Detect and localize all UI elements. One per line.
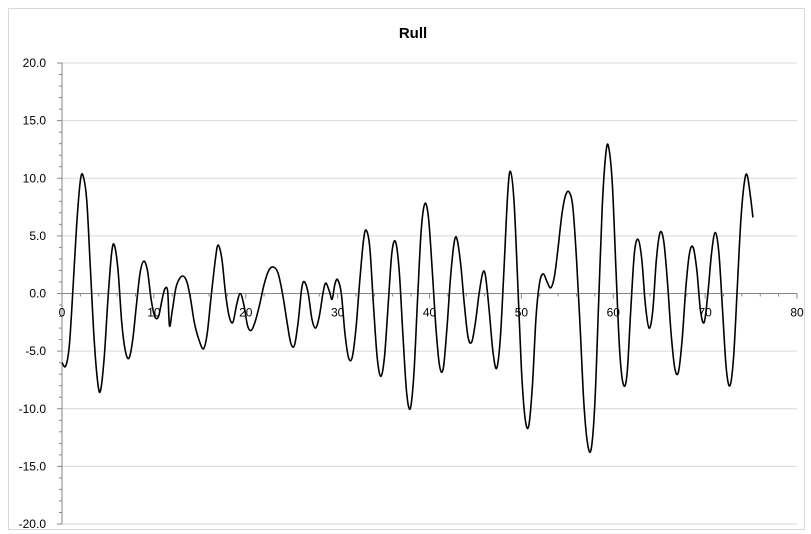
y-tick-label: -10.0 — [19, 402, 47, 416]
chart-title: Rull — [399, 25, 427, 42]
y-tick-label: 5.0 — [29, 229, 46, 243]
y-tick-label: 10.0 — [23, 171, 47, 185]
y-tick-label: 15.0 — [23, 114, 47, 128]
x-tick-label: 50 — [515, 306, 529, 320]
y-axis-ticks: -20.0 -15.0 -10.0 -5.0 0.0 5.0 10.0 15.0 20.0 — [19, 56, 62, 531]
x-tick-label: 0 — [59, 306, 66, 320]
series-line-0 — [61, 143, 754, 454]
y-tick-label: 0.0 — [29, 287, 46, 301]
y-tick-label: -15.0 — [19, 459, 47, 473]
x-axis-ticks: 0 10 20 30 40 50 60 70 80 — [59, 293, 804, 320]
x-tick-label: 40 — [423, 306, 437, 320]
x-tick-label: 30 — [331, 306, 345, 320]
x-tick-label: 60 — [607, 306, 621, 320]
y-tick-label: 20.0 — [23, 56, 47, 70]
x-tick-label: 80 — [790, 306, 804, 320]
y-tick-label: -5.0 — [25, 344, 46, 358]
y-tick-label: -20.0 — [19, 517, 47, 531]
series-group — [61, 143, 754, 454]
